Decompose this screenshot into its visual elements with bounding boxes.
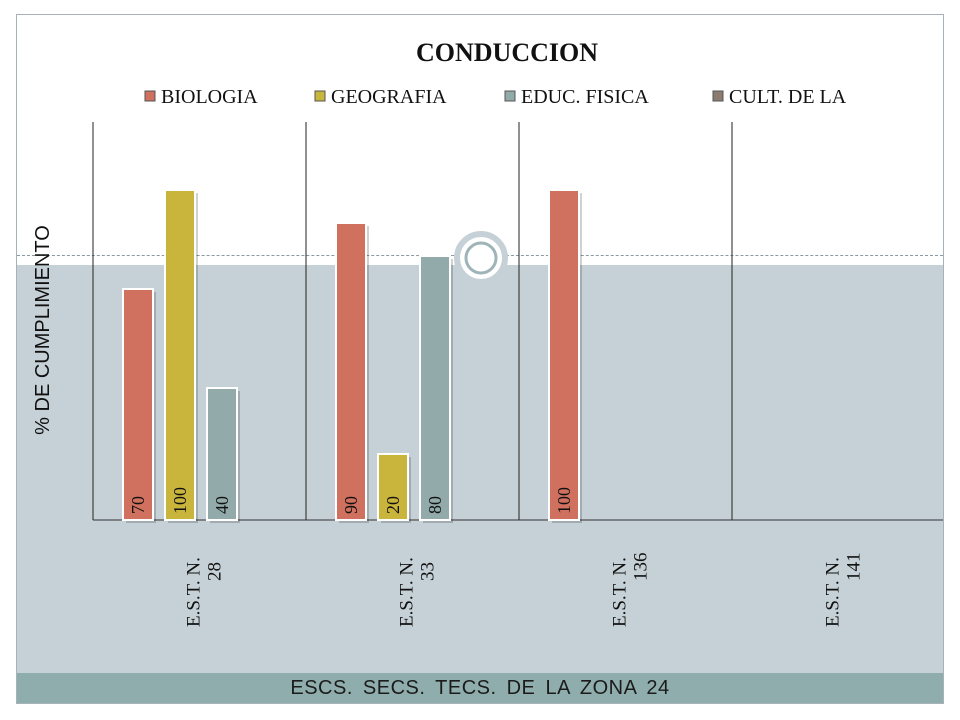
y-axis-label: % DE CUMPLIMIENTO	[32, 225, 54, 435]
bar	[335, 222, 367, 521]
legend-label: EDUC. FISICA	[521, 86, 649, 108]
data-label: 80	[425, 496, 445, 514]
data-label: 100	[554, 487, 574, 514]
category-label: E.S.T. N.141	[823, 553, 865, 628]
legend-swatch	[504, 90, 516, 102]
bar	[377, 453, 409, 521]
bar	[164, 189, 196, 521]
bar	[419, 255, 451, 521]
legend: BIOLOGIA GEOGRAFIA EDUC. FISICA CULT. DE LA	[144, 86, 847, 108]
data-label: 100	[170, 487, 190, 514]
bar	[122, 288, 154, 521]
category-label: E.S.T. N.28	[184, 557, 226, 627]
data-label: 70	[128, 496, 148, 514]
data-label: 90	[341, 496, 361, 514]
chart: CONDUCCION BIOLOGIA GEOGRAFIA EDUC. FISICA…	[32, 38, 943, 628]
legend-label: BIOLOGIA	[161, 86, 258, 108]
category-labels: E.S.T. N.28 E.S.T. N.33 E.S.T. N.136 E.S.T.…	[184, 553, 865, 628]
category-dividers	[92, 122, 943, 521]
bars: 70 100 40 90 20 80 100	[122, 189, 582, 523]
data-label: 40	[212, 496, 232, 514]
circle-decoration	[454, 231, 508, 285]
slide-frame: CONDUCCION BIOLOGIA GEOGRAFIA EDUC. FISICA…	[16, 14, 944, 704]
x-axis-label: ESCS. SECS. TECS. DE LA ZONA 24	[290, 676, 670, 699]
footer-bar: ESCS. SECS. TECS. DE LA ZONA 24	[17, 673, 943, 703]
legend-swatch	[314, 90, 326, 102]
category-label: E.S.T. N.33	[397, 557, 439, 627]
legend-label: CULT. DE LA	[729, 86, 847, 108]
data-label: 20	[383, 496, 403, 514]
category-label: E.S.T. N.136	[610, 553, 652, 628]
legend-swatch	[144, 90, 156, 102]
bar	[548, 189, 580, 521]
bar	[206, 387, 238, 521]
legend-label: GEOGRAFIA	[331, 86, 447, 108]
chart-title: CONDUCCION	[416, 38, 598, 67]
legend-swatch	[712, 90, 724, 102]
